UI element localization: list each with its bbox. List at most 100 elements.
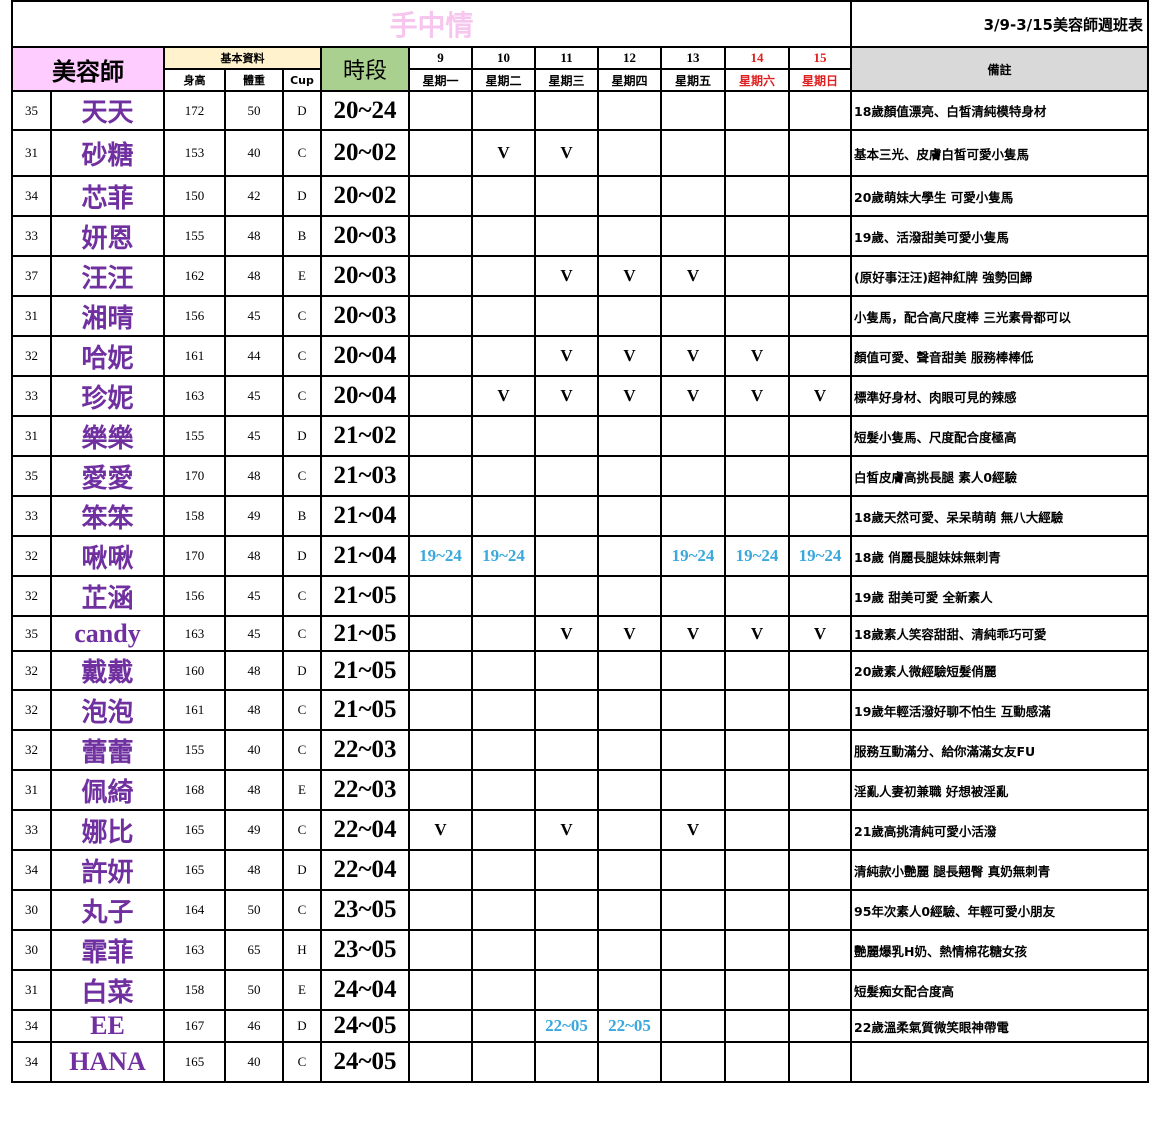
age-cell: 31	[11, 129, 52, 177]
cup-cell: C	[282, 575, 322, 617]
name-cell: 笨笨	[50, 495, 165, 537]
cup-cell: C	[282, 729, 322, 771]
weight-cell: 50	[224, 969, 284, 1011]
note-cell: 18歲素人笑容甜甜、清純乖巧可愛	[850, 615, 1149, 652]
day-cell	[534, 215, 599, 257]
day-cell	[660, 295, 726, 337]
day-cell	[660, 650, 726, 691]
day-cell	[471, 215, 536, 257]
cup-cell: C	[282, 615, 322, 652]
day-cell	[660, 1009, 726, 1043]
weight-cell: 48	[224, 769, 284, 811]
age-cell: 33	[11, 215, 52, 257]
weight-cell: 42	[224, 175, 284, 217]
day-cell	[788, 1009, 852, 1043]
day-cell	[471, 650, 536, 691]
header-note: 備註	[850, 46, 1149, 92]
note-cell: 19歲 甜美可愛 全新素人	[850, 575, 1149, 617]
table-row: 33 妍恩 155 48 B 20~03 19歲、活潑甜美可愛小隻馬	[11, 215, 1149, 257]
table-row: 32 蕾蕾 155 40 C 22~03 服務互動滿分、給你滿滿女友FU	[11, 729, 1149, 771]
note-cell: 小隻馬，配合高尺度棒 三光素骨都可以	[850, 295, 1149, 337]
day-cell	[724, 575, 790, 617]
day-cell	[471, 809, 536, 851]
day-cell	[408, 1041, 473, 1083]
time-cell: 20~03	[320, 255, 410, 297]
day-cell	[724, 1041, 790, 1083]
day-cell	[724, 90, 790, 131]
note-cell: 艷麗爆乳H奶、熱情棉花糖女孩	[850, 929, 1149, 971]
cup-cell: D	[282, 175, 322, 217]
day-cell	[724, 729, 790, 771]
name-cell: 戴戴	[50, 650, 165, 691]
week-label: 3/9-3/15美容師週班表	[850, 0, 1149, 48]
note-cell: 18歲 俏麗長腿妹妹無刺青	[850, 535, 1149, 577]
height-cell: 153	[163, 129, 226, 177]
day-cell	[408, 929, 473, 971]
day-cell	[534, 769, 599, 811]
cup-cell: C	[282, 689, 322, 731]
day-cell	[788, 215, 852, 257]
day-cell	[471, 1009, 536, 1043]
weight-cell: 45	[224, 575, 284, 617]
day-cell	[597, 295, 662, 337]
day-cell	[788, 769, 852, 811]
day-cell: V	[534, 335, 599, 377]
name-cell: 白菜	[50, 969, 165, 1011]
name-cell: 娜比	[50, 809, 165, 851]
day-cell	[534, 969, 599, 1011]
time-cell: 21~05	[320, 615, 410, 652]
note-cell: 95年次素人0經驗、年輕可愛小朋友	[850, 889, 1149, 931]
name-cell: EE	[50, 1009, 165, 1043]
day-cell	[408, 129, 473, 177]
table-row: 32 泡泡 161 48 C 21~05 19歲年輕活潑好聊不怕生 互動感滿	[11, 689, 1149, 731]
time-cell: 21~05	[320, 650, 410, 691]
day-cell: V	[660, 255, 726, 297]
day-cell	[597, 969, 662, 1011]
note-cell: 21歲高挑清純可愛小活潑	[850, 809, 1149, 851]
header-weekday: 星期二	[471, 68, 536, 92]
age-cell: 33	[11, 809, 52, 851]
name-cell: 蕾蕾	[50, 729, 165, 771]
shop-title: 手中情	[11, 0, 852, 48]
weight-cell: 48	[224, 255, 284, 297]
table-row: 37 汪汪 162 48 E 20~03 V V V (原好事汪汪)超神紅牌 強勢回歸	[11, 255, 1149, 297]
note-cell: 短髮小隻馬、尺度配合度極高	[850, 415, 1149, 457]
header-basic: 基本資料	[163, 46, 322, 70]
day-cell: 19~24	[724, 535, 790, 577]
time-cell: 24~05	[320, 1009, 410, 1043]
age-cell: 32	[11, 650, 52, 691]
day-cell: V	[660, 335, 726, 377]
name-cell: 湘晴	[50, 295, 165, 337]
header-weight: 體重	[224, 68, 284, 92]
header-time: 時段	[320, 46, 410, 92]
day-cell	[788, 295, 852, 337]
cup-cell: D	[282, 90, 322, 131]
day-cell	[660, 849, 726, 891]
day-cell	[597, 929, 662, 971]
day-cell	[534, 495, 599, 537]
day-cell	[788, 849, 852, 891]
table-row: 33 珍妮 163 45 C 20~04 V V V V V V 標準好身材、肉眼可見的辣感	[11, 375, 1149, 417]
weight-cell: 48	[224, 455, 284, 497]
day-cell	[408, 90, 473, 131]
day-cell	[534, 689, 599, 731]
height-cell: 150	[163, 175, 226, 217]
day-cell: V	[597, 615, 662, 652]
day-cell	[408, 689, 473, 731]
table-row: 30 丸子 164 50 C 23~05 95年次素人0經驗、年輕可愛小朋友	[11, 889, 1149, 931]
weight-cell: 45	[224, 295, 284, 337]
day-cell	[660, 495, 726, 537]
day-cell	[660, 769, 726, 811]
note-cell: 服務互動滿分、給你滿滿女友FU	[850, 729, 1149, 771]
height-cell: 165	[163, 1041, 226, 1083]
day-cell	[471, 849, 536, 891]
day-cell	[408, 769, 473, 811]
table-row: 35 天天 172 50 D 20~24 18歲顏值漂亮、白皙清純模特身材	[11, 90, 1149, 131]
day-cell	[724, 650, 790, 691]
day-cell	[788, 175, 852, 217]
age-cell: 31	[11, 295, 52, 337]
table-row: 34 芯菲 150 42 D 20~02 20歲萌妹大學生 可愛小隻馬	[11, 175, 1149, 217]
time-cell: 20~03	[320, 215, 410, 257]
day-cell	[597, 535, 662, 577]
note-cell: 標準好身材、肉眼可見的辣感	[850, 375, 1149, 417]
